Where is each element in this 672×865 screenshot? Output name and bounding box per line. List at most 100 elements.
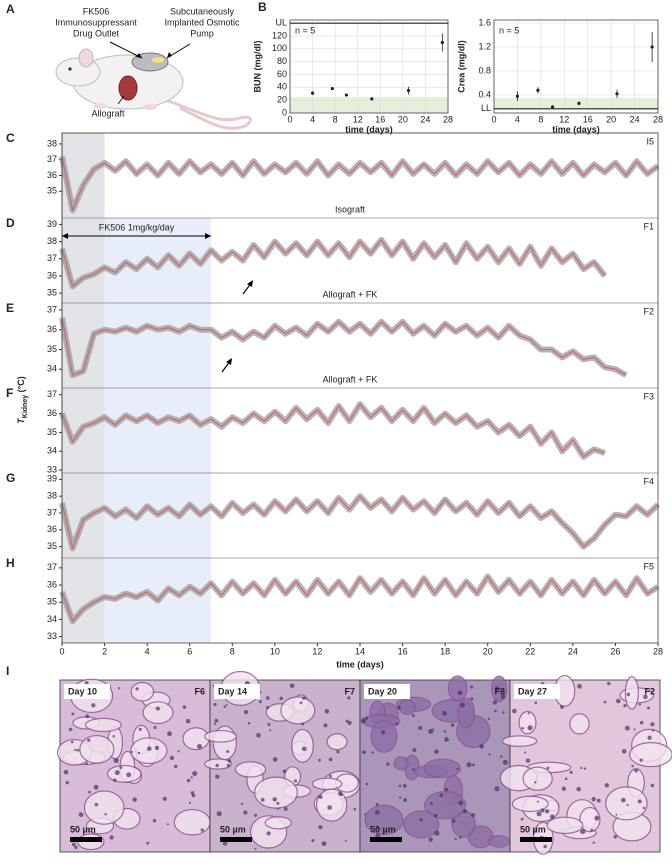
nucleus — [226, 763, 231, 768]
rat-paw — [94, 103, 106, 109]
nucleus — [215, 763, 219, 768]
nucleus — [365, 716, 369, 720]
y-tick-label: LL — [481, 103, 491, 113]
nucleus — [94, 802, 99, 807]
tissue-structure — [204, 758, 232, 770]
nucleus — [647, 735, 652, 740]
nucleus — [166, 823, 169, 826]
nucleus — [190, 776, 193, 779]
nucleus — [185, 718, 191, 724]
nucleus — [494, 686, 500, 691]
y-tick-label: 0 — [282, 107, 287, 117]
mean-trace — [61, 403, 605, 458]
x-tick-label: 20 — [398, 114, 408, 124]
tissue-structure — [629, 742, 672, 768]
y-axis-label: BUN (mg/dl) — [252, 41, 262, 93]
tissue-structure — [315, 788, 348, 822]
nucleus — [487, 717, 491, 721]
nucleus — [137, 751, 141, 755]
data-point — [577, 101, 581, 105]
y-tick-label: 35 — [47, 427, 57, 437]
nucleus — [192, 770, 198, 777]
nucleus — [344, 839, 347, 842]
nucleus — [226, 749, 230, 753]
y-tick-label: 37 — [47, 304, 57, 314]
nucleus — [104, 813, 107, 816]
nucleus — [604, 783, 610, 788]
nucleus — [395, 722, 399, 726]
x-tick-label: 14 — [355, 646, 365, 656]
nucleus — [534, 701, 538, 704]
rat-head — [55, 57, 101, 87]
nucleus — [470, 813, 476, 818]
nucleus — [550, 814, 555, 819]
y-tick-label: 34 — [47, 614, 57, 624]
y-tick-label: 36 — [47, 408, 57, 418]
nucleus — [596, 798, 601, 803]
rat-illustration — [55, 41, 252, 130]
nucleus — [428, 837, 433, 842]
nucleus — [119, 766, 123, 770]
nucleus — [63, 769, 69, 775]
annotation: Isograft — [335, 204, 366, 214]
nucleus — [623, 703, 627, 708]
tissue-structure — [173, 808, 211, 836]
nucleus — [152, 818, 157, 823]
nucleus — [279, 696, 284, 701]
nucleus — [590, 828, 593, 832]
nucleus — [200, 828, 204, 832]
nucleus — [569, 770, 573, 774]
nucleus — [607, 681, 611, 686]
nucleus — [492, 700, 497, 705]
scale-label: 50 µm — [520, 824, 546, 834]
nucleus — [639, 758, 643, 762]
x-tick-label: 24 — [630, 114, 640, 124]
data-point — [536, 88, 540, 92]
scale-bar — [220, 837, 252, 842]
nucleus — [88, 790, 91, 794]
nucleus — [647, 706, 650, 710]
nucleus — [117, 687, 121, 690]
nucleus — [564, 777, 568, 781]
animal-id: F2 — [644, 686, 655, 696]
y-tick-label: 33 — [47, 464, 57, 474]
nucleus — [527, 725, 533, 731]
nucleus — [113, 778, 117, 782]
x-tick-label: 24 — [568, 646, 578, 656]
y-tick-label: 1.6 — [478, 17, 491, 27]
nucleus — [650, 783, 655, 788]
y-tick-label: 36 — [47, 579, 57, 589]
nucleus — [71, 712, 75, 716]
nucleus — [146, 841, 150, 845]
rat-eye — [68, 67, 72, 71]
nucleus — [428, 728, 434, 735]
x-tick-label: 16 — [583, 114, 593, 124]
nucleus — [267, 722, 271, 726]
nucleus — [638, 703, 642, 706]
nucleus — [266, 831, 271, 836]
x-tick-label: 6 — [187, 646, 192, 656]
arrowhead — [136, 53, 142, 58]
nucleus — [223, 705, 227, 709]
y-tick-label: 36 — [47, 524, 57, 534]
data-point — [330, 87, 334, 91]
x-tick-label: 12 — [353, 114, 363, 124]
panel-letter: F — [6, 386, 13, 400]
nucleus — [282, 769, 287, 774]
panel-letter: E — [6, 301, 14, 315]
x-tick-label: 16 — [398, 646, 408, 656]
y-label-main: T — [16, 417, 26, 424]
nucleus — [214, 718, 219, 723]
nucleus — [269, 729, 272, 732]
tissue-structure — [424, 791, 467, 820]
scale-bar — [70, 837, 102, 842]
scale-bar — [520, 837, 552, 842]
y-tick-label: 37 — [47, 507, 57, 517]
label: Drug Outlet — [73, 28, 120, 38]
nucleus — [323, 723, 328, 728]
y-tick-label: 36 — [47, 170, 57, 180]
x-tick-label: 8 — [230, 646, 235, 656]
day-label: Day 20 — [368, 686, 397, 696]
nucleus — [520, 817, 524, 821]
day-label: Day 10 — [68, 686, 97, 696]
